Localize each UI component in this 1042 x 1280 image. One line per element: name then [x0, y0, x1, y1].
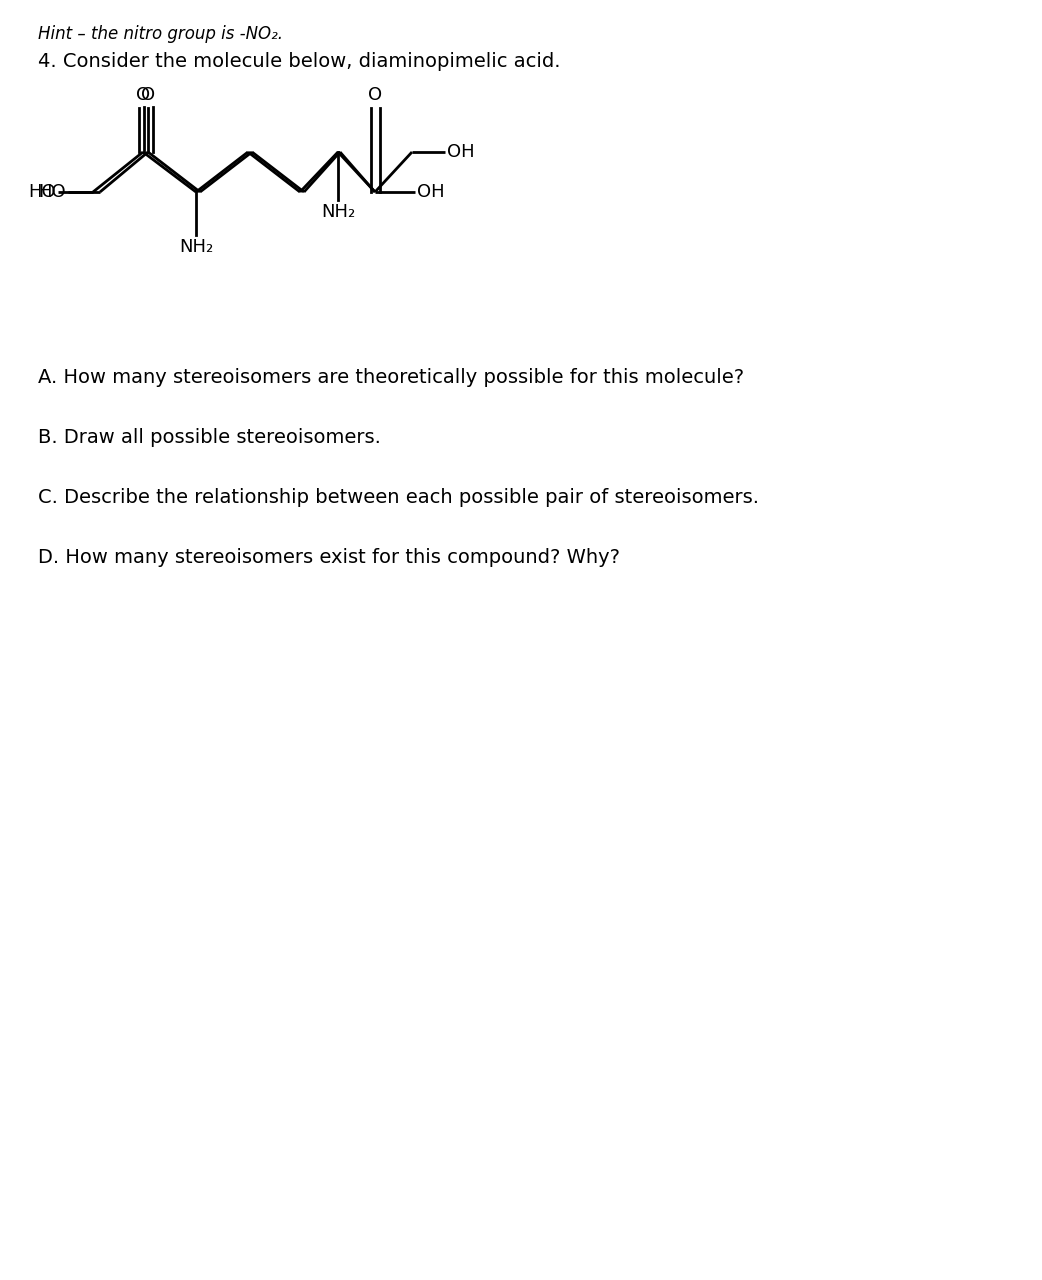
Text: NH₂: NH₂ — [321, 204, 355, 221]
Text: NH₂: NH₂ — [179, 238, 214, 256]
Text: B. Draw all possible stereoisomers.: B. Draw all possible stereoisomers. — [38, 428, 381, 447]
Text: OH: OH — [417, 183, 445, 201]
Text: C. Describe the relationship between each possible pair of stereoisomers.: C. Describe the relationship between eac… — [38, 488, 759, 507]
Text: OH: OH — [447, 143, 474, 161]
Text: HO: HO — [39, 183, 66, 201]
Text: O: O — [368, 86, 382, 104]
Text: 4. Consider the molecule below, diaminopimelic acid.: 4. Consider the molecule below, diaminop… — [38, 52, 561, 70]
Text: A. How many stereoisomers are theoretically possible for this molecule?: A. How many stereoisomers are theoretica… — [38, 369, 744, 387]
Text: HO: HO — [28, 183, 56, 201]
Text: O: O — [141, 86, 155, 104]
Text: O: O — [135, 86, 150, 104]
Text: D. How many stereoisomers exist for this compound? Why?: D. How many stereoisomers exist for this… — [38, 548, 620, 567]
Text: Hint – the nitro group is -NO₂.: Hint – the nitro group is -NO₂. — [38, 26, 283, 44]
